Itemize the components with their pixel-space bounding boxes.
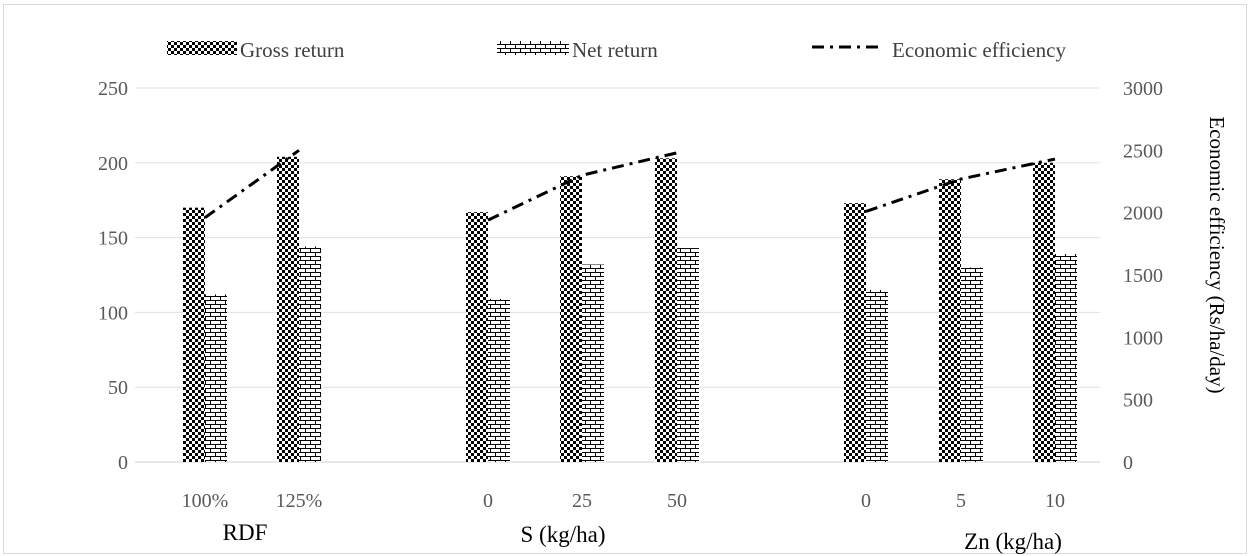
category-label: 25 [572,490,592,512]
left-tick-label: 50 [108,377,128,399]
left-tick-label: 250 [98,78,128,100]
right-tick-label: 1500 [1123,265,1163,287]
bar-net-return [961,267,983,462]
left-tick-label: 200 [98,153,128,175]
left-tick-label: 100 [98,302,128,324]
bar-gross-return [844,203,866,462]
bar-gross-return [939,179,961,463]
bar-net-return [205,294,227,462]
legend-label-economic-efficiency: Economic efficiency [892,38,1066,62]
bar-net-return [866,289,888,462]
bar-gross-return [277,156,299,463]
right-tick-label: 2000 [1123,203,1163,225]
category-label: 50 [667,490,687,512]
legend-label-net-return: Net return [572,38,658,62]
category-label: 5 [956,490,966,512]
right-tick-label: 3000 [1123,78,1163,100]
line-economic-efficiency [487,151,678,222]
legend-swatch-net-return [497,41,569,55]
bar-gross-return [560,176,582,462]
category-label: 125% [276,490,323,512]
bars [183,156,1077,463]
category-label: 0 [861,490,871,512]
group-label: RDF [223,520,268,545]
category-label: 0 [483,490,493,512]
legend: Gross return Net return Economic efficie… [167,38,1066,62]
right-tick-label: 0 [1123,452,1133,474]
right-tick-label: 1000 [1123,327,1163,349]
legend-swatch-gross-return [167,41,237,55]
bar-gross-return [466,212,488,462]
bar-gross-return [655,158,677,462]
bar-net-return [488,298,510,462]
bar-net-return [677,248,699,462]
line-economic-efficiency [865,157,1056,213]
group-label: Zn (kg/ha) [964,529,1062,554]
category-label: 100% [182,490,229,512]
category-label: 10 [1045,490,1065,512]
line-economic-efficiency [204,149,300,219]
category-labels: 100% 125% 0 25 50 0 5 10 [182,490,1065,512]
bar-gross-return [183,207,205,462]
bar-gross-return [1033,162,1055,463]
bar-net-return [299,246,321,462]
group-label: S (kg/ha) [521,522,606,547]
legend-label-gross-return: Gross return [240,38,345,62]
right-axis-title: Economic efficiency (Rs/ha/day) [1205,116,1229,393]
group-labels: RDF S (kg/ha) Zn (kg/ha) [223,520,1062,554]
right-tick-label: 500 [1123,390,1153,412]
efficiency-lines [204,149,1056,222]
right-tick-label: 2500 [1123,140,1163,162]
left-axis-ticks: 0 50 100 150 200 250 [98,78,128,474]
right-axis-ticks: 0 500 1000 1500 2000 2500 3000 [1123,78,1163,474]
bar-net-return [1055,254,1077,462]
left-tick-label: 0 [118,452,128,474]
left-tick-label: 150 [98,228,128,250]
bar-net-return [582,264,604,462]
